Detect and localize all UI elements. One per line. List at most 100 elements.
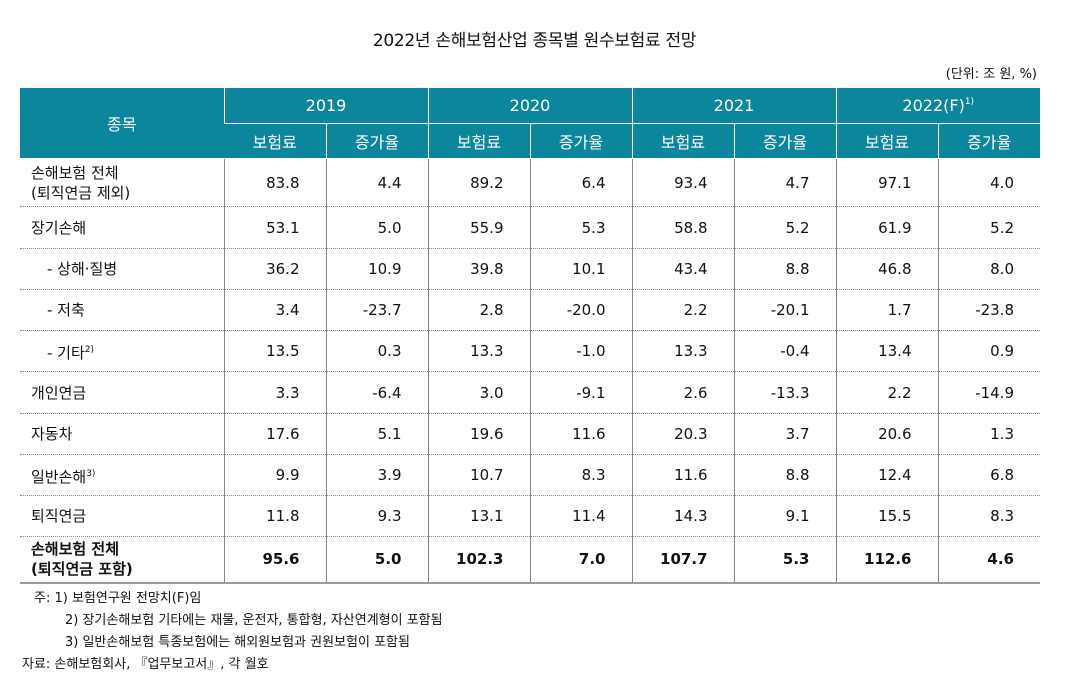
page-title: 2022년 손해보험산업 종목별 원수보험료 전망 (372, 31, 697, 51)
growth-header: 증가율 (937, 123, 1040, 159)
premium-cell: 89.2 (427, 158, 530, 207)
premium-cell: 43.4 (631, 248, 734, 290)
premium-cell: 14.3 (631, 495, 734, 537)
table-row: 손해보험 전체 (퇴직연금 제외) 83.8 4.4 89.2 6.4 93.4 4.7 97.… (20, 158, 1040, 207)
growth-rate-cell: -13.3 (733, 371, 836, 414)
year-header: 2021 (631, 88, 836, 124)
row-label: 퇴직연금 (20, 495, 224, 537)
growth-rate-cell: 4.7 (733, 158, 836, 207)
growth-rate-cell: 11.6 (529, 413, 632, 455)
premium-cell: 46.8 (835, 248, 938, 290)
table-row: 손해보험 전체 (퇴직연금 포함) 95.6 5.0 102.3 7.0 107.7 5.3 1… (20, 536, 1040, 584)
table-row: 개인연금 3.3 -6.4 3.0 -9.1 2.6 -13.3 2.2 -14.9 (20, 371, 1040, 414)
item-column-header: 종목 (20, 88, 224, 159)
premium-cell: 20.3 (631, 413, 734, 455)
premium-cell: 19.6 (427, 413, 530, 455)
growth-rate-cell: 5.0 (325, 206, 428, 249)
table-row: 퇴직연금 11.8 9.3 13.1 11.4 14.3 9.1 15.5 8.3 (20, 495, 1040, 537)
growth-rate-cell: 5.3 (733, 536, 836, 584)
growth-rate-cell: 7.0 (529, 536, 632, 584)
growth-rate-cell: -1.0 (529, 330, 632, 372)
growth-rate-cell: -23.8 (937, 289, 1040, 331)
growth-rate-cell: 10.9 (325, 248, 428, 290)
premium-cell: 10.7 (427, 454, 530, 496)
growth-rate-cell: -20.0 (529, 289, 632, 331)
table-row: 장기손해 53.1 5.0 55.9 5.3 58.8 5.2 61.9 5.2 (20, 206, 1040, 249)
growth-rate-cell: 1.3 (937, 413, 1040, 455)
premium-cell: 13.5 (223, 330, 326, 372)
growth-rate-cell: 8.3 (937, 495, 1040, 537)
premium-cell: 13.3 (427, 330, 530, 372)
row-label: - 상해·질병 (20, 248, 224, 290)
growth-rate-cell: 5.2 (937, 206, 1040, 249)
growth-rate-cell: 11.4 (529, 495, 632, 537)
growth-rate-cell: 3.9 (325, 454, 428, 496)
premium-cell: 95.6 (223, 536, 326, 584)
premium-cell: 17.6 (223, 413, 326, 455)
sub-header-row: 보험료 증가율 보험료 증가율 보험료 증가율 보험료 증가율 (20, 123, 1040, 159)
premium-cell: 1.7 (835, 289, 938, 331)
growth-rate-cell: -9.1 (529, 371, 632, 414)
unit-label: (단위: 조 원, %) (945, 67, 1037, 82)
premium-cell: 93.4 (631, 158, 734, 207)
year-header: 2019 (223, 88, 428, 124)
premium-cell: 13.3 (631, 330, 734, 372)
table-row: 일반손해3) 9.9 3.9 10.7 8.3 11.6 8.8 12.4 6.8 (20, 454, 1040, 496)
growth-rate-cell: 0.3 (325, 330, 428, 372)
premium-cell: 11.8 (223, 495, 326, 537)
growth-rate-cell: 4.6 (937, 536, 1040, 584)
row-label: 장기손해 (20, 206, 224, 249)
growth-header: 증가율 (529, 123, 632, 159)
growth-rate-cell: 5.1 (325, 413, 428, 455)
growth-header: 증가율 (325, 123, 428, 159)
growth-rate-cell: 5.2 (733, 206, 836, 249)
premium-cell: 12.4 (835, 454, 938, 496)
growth-rate-cell: 5.0 (325, 536, 428, 584)
row-label: 자동차 (20, 413, 224, 455)
growth-rate-cell: 6.8 (937, 454, 1040, 496)
table-row: - 저축 3.4 -23.7 2.8 -20.0 2.2 -20.1 1.7 -23.8 (20, 289, 1040, 331)
premium-cell: 53.1 (223, 206, 326, 249)
premium-cell: 36.2 (223, 248, 326, 290)
premium-cell: 102.3 (427, 536, 530, 584)
table-row: - 기타2) 13.5 0.3 13.3 -1.0 13.3 -0.4 13.4 0.9 (20, 330, 1040, 372)
premium-cell: 11.6 (631, 454, 734, 496)
growth-rate-cell: 4.4 (325, 158, 428, 207)
growth-rate-cell: -14.9 (937, 371, 1040, 414)
premium-cell: 13.1 (427, 495, 530, 537)
growth-rate-cell: 6.4 (529, 158, 632, 207)
table-row: - 상해·질병 36.2 10.9 39.8 10.1 43.4 8.8 46.8 8.0 (20, 248, 1040, 290)
premium-cell: 97.1 (835, 158, 938, 207)
growth-rate-cell: 9.1 (733, 495, 836, 537)
premium-cell: 15.5 (835, 495, 938, 537)
footnote-3: 3) 일반손해보험 특종보험에는 해외원보험과 권원보험이 포함됨 (65, 635, 410, 650)
premium-cell: 2.6 (631, 371, 734, 414)
growth-rate-cell: 8.8 (733, 248, 836, 290)
growth-rate-cell: 0.9 (937, 330, 1040, 372)
premium-cell: 3.3 (223, 371, 326, 414)
premium-cell: 3.4 (223, 289, 326, 331)
growth-rate-cell: 4.0 (937, 158, 1040, 207)
growth-rate-cell: -0.4 (733, 330, 836, 372)
row-label: 손해보험 전체 (퇴직연금 제외) (20, 158, 224, 207)
row-label: 일반손해3) (20, 454, 224, 496)
premium-header: 보험료 (224, 123, 326, 159)
growth-header: 증가율 (733, 123, 836, 159)
premium-header: 보험료 (835, 123, 938, 159)
premium-cell: 112.6 (835, 536, 938, 584)
growth-rate-cell: 5.3 (529, 206, 632, 249)
premium-cell: 39.8 (427, 248, 530, 290)
row-label: - 저축 (20, 289, 224, 331)
premium-cell: 58.8 (631, 206, 734, 249)
premium-header: 보험료 (427, 123, 530, 159)
source-note: 자료: 손해보험회사, 『업무보고서』, 각 월호 (22, 657, 269, 672)
premium-cell: 107.7 (631, 536, 734, 584)
growth-rate-cell: -6.4 (325, 371, 428, 414)
premium-cell: 2.8 (427, 289, 530, 331)
footnote-2: 2) 장기손해보험 기타에는 재물, 운전자, 통합형, 자산연계형이 포함됨 (65, 613, 443, 628)
premium-cell: 2.2 (835, 371, 938, 414)
growth-rate-cell: 8.3 (529, 454, 632, 496)
row-label: 손해보험 전체 (퇴직연금 포함) (20, 536, 224, 584)
growth-rate-cell: 8.8 (733, 454, 836, 496)
growth-rate-cell: -23.7 (325, 289, 428, 331)
